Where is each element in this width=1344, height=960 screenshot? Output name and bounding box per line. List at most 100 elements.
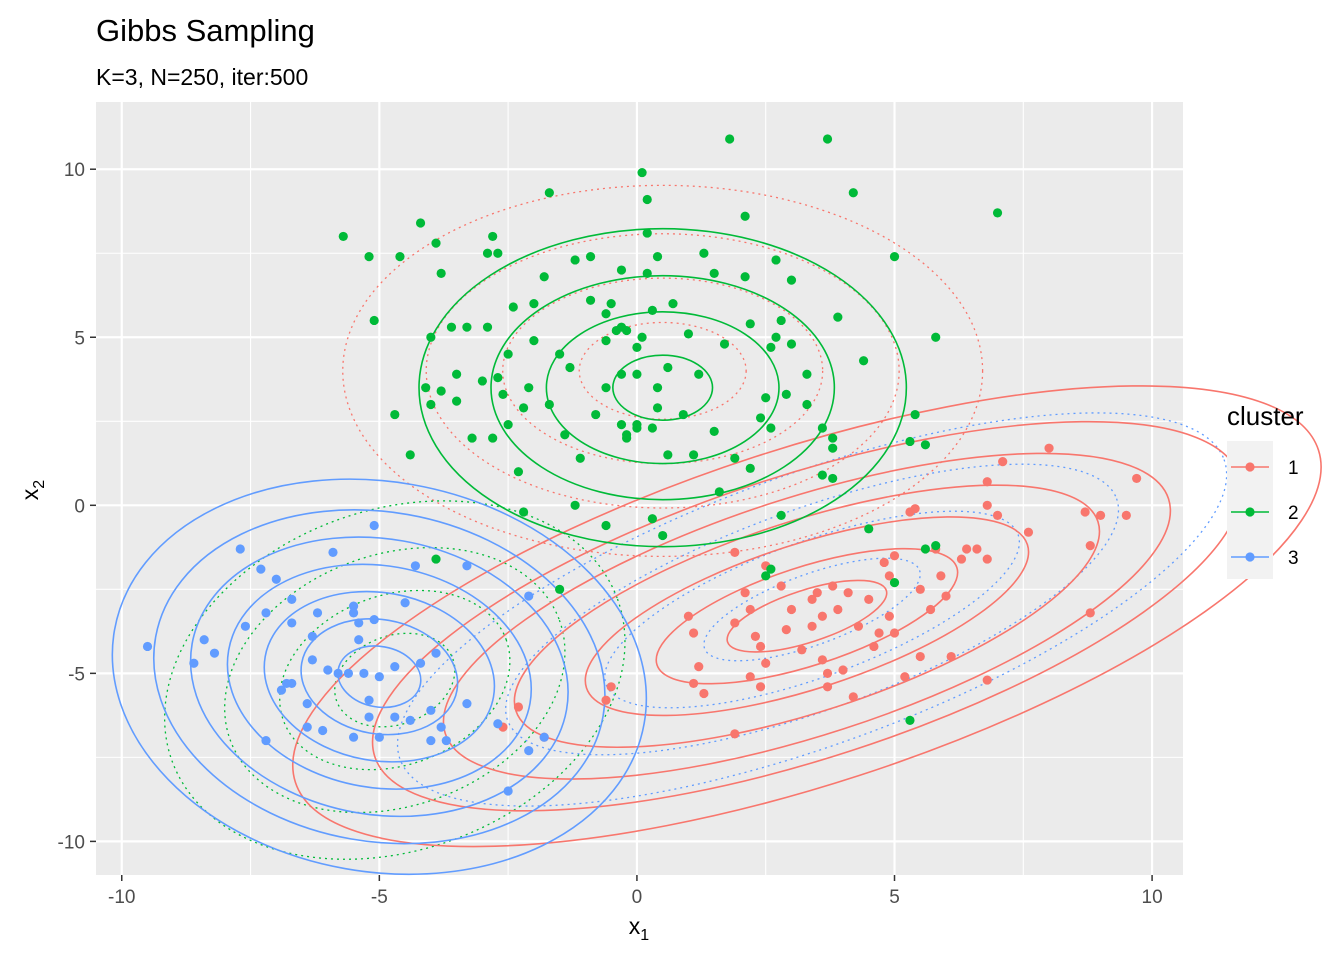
point-cluster-3 bbox=[364, 712, 374, 722]
point-cluster-3 bbox=[348, 732, 359, 742]
point-cluster-2 bbox=[622, 325, 632, 336]
point-cluster-3 bbox=[328, 547, 338, 557]
point-cluster-2 bbox=[529, 336, 539, 346]
point-cluster-3 bbox=[400, 598, 410, 608]
fitted-contour-1 bbox=[292, 385, 1322, 848]
point-cluster-1 bbox=[688, 678, 699, 689]
point-cluster-2 bbox=[529, 299, 539, 309]
point-cluster-1 bbox=[982, 500, 992, 510]
true-contour-1 bbox=[396, 412, 1228, 807]
point-cluster-1 bbox=[750, 631, 761, 641]
point-cluster-1 bbox=[606, 682, 616, 692]
point-cluster-2 bbox=[513, 467, 524, 477]
point-cluster-2 bbox=[688, 450, 699, 460]
point-cluster-2 bbox=[637, 167, 647, 178]
point-cluster-3 bbox=[462, 698, 472, 709]
point-cluster-1 bbox=[822, 682, 833, 692]
point-cluster-3 bbox=[426, 735, 436, 746]
point-cluster-3 bbox=[276, 685, 287, 695]
point-cluster-2 bbox=[740, 211, 750, 221]
point-cluster-2 bbox=[544, 188, 554, 198]
point-cluster-2 bbox=[544, 399, 554, 410]
point-cluster-1 bbox=[946, 651, 956, 662]
point-cluster-1 bbox=[730, 729, 740, 739]
fitted-contour-3 bbox=[226, 563, 533, 790]
y-tick-label: 10 bbox=[64, 160, 85, 181]
point-cluster-1 bbox=[828, 581, 838, 591]
point-cluster-1 bbox=[807, 594, 817, 605]
point-cluster-2 bbox=[905, 715, 915, 726]
point-cluster-3 bbox=[199, 635, 209, 645]
point-cluster-1 bbox=[941, 591, 951, 601]
point-cluster-1 bbox=[982, 675, 992, 685]
x-tick-label: -5 bbox=[371, 887, 388, 908]
legend: 1 2 3 bbox=[1227, 441, 1299, 579]
point-cluster-3 bbox=[390, 712, 400, 722]
point-cluster-2 bbox=[828, 433, 838, 443]
point-cluster-2 bbox=[503, 349, 513, 359]
legend-point-3 bbox=[1245, 552, 1255, 562]
point-cluster-3 bbox=[524, 746, 534, 756]
fitted-contour-3 bbox=[111, 478, 648, 876]
point-cluster-2 bbox=[864, 524, 874, 534]
legend-point-2 bbox=[1245, 507, 1255, 517]
point-cluster-2 bbox=[781, 389, 791, 399]
point-cluster-3 bbox=[240, 621, 250, 631]
point-cluster-1 bbox=[740, 588, 750, 598]
fitted-contour-1 bbox=[442, 452, 1172, 780]
point-cluster-2 bbox=[518, 507, 529, 517]
point-cluster-2 bbox=[771, 332, 781, 342]
point-cluster-2 bbox=[642, 228, 652, 238]
point-cluster-2 bbox=[889, 252, 900, 262]
point-cluster-1 bbox=[956, 554, 967, 564]
point-cluster-2 bbox=[482, 248, 493, 258]
point-cluster-1 bbox=[812, 588, 822, 598]
point-cluster-1 bbox=[889, 628, 900, 638]
point-cluster-2 bbox=[905, 436, 915, 447]
y-axis-ticks: -10 -5 0 5 10 bbox=[58, 160, 96, 853]
x-tick-label: 10 bbox=[1142, 887, 1163, 908]
point-cluster-2 bbox=[632, 342, 642, 352]
point-cluster-2 bbox=[570, 255, 580, 265]
point-cluster-1 bbox=[817, 611, 827, 621]
point-cluster-2 bbox=[745, 463, 755, 473]
point-cluster-3 bbox=[271, 574, 281, 584]
point-cluster-1 bbox=[1044, 443, 1054, 453]
point-cluster-2 bbox=[570, 500, 580, 510]
point-cluster-3 bbox=[343, 668, 354, 678]
point-cluster-2 bbox=[992, 208, 1003, 218]
point-cluster-1 bbox=[884, 611, 894, 621]
point-cluster-3 bbox=[369, 614, 379, 625]
point-cluster-2 bbox=[642, 194, 652, 205]
point-cluster-2 bbox=[771, 255, 781, 265]
point-cluster-1 bbox=[962, 544, 972, 554]
true-contour-2 bbox=[578, 321, 747, 420]
point-cluster-2 bbox=[647, 514, 657, 524]
point-cluster-2 bbox=[699, 248, 709, 258]
point-cluster-3 bbox=[431, 648, 441, 658]
point-cluster-2 bbox=[719, 339, 730, 349]
point-cluster-2 bbox=[477, 376, 487, 386]
point-cluster-2 bbox=[606, 299, 616, 309]
point-cluster-2 bbox=[616, 369, 627, 379]
point-cluster-2 bbox=[632, 420, 642, 430]
point-cluster-2 bbox=[565, 362, 575, 373]
point-cluster-1 bbox=[1080, 507, 1090, 517]
point-cluster-2 bbox=[828, 473, 838, 484]
point-cluster-2 bbox=[766, 342, 776, 352]
point-cluster-2 bbox=[802, 399, 812, 410]
point-cluster-2 bbox=[555, 349, 565, 359]
point-cluster-2 bbox=[920, 544, 931, 554]
y-tick-label: -10 bbox=[58, 832, 85, 853]
point-cluster-3 bbox=[348, 601, 359, 611]
point-cluster-1 bbox=[730, 547, 740, 557]
point-cluster-1 bbox=[889, 551, 900, 561]
point-cluster-2 bbox=[446, 322, 457, 332]
point-cluster-2 bbox=[415, 218, 426, 228]
point-cluster-1 bbox=[915, 584, 925, 594]
point-cluster-3 bbox=[333, 668, 343, 678]
chart-title: Gibbs Sampling bbox=[96, 13, 315, 48]
point-cluster-2 bbox=[616, 265, 627, 275]
point-cluster-2 bbox=[889, 578, 900, 588]
